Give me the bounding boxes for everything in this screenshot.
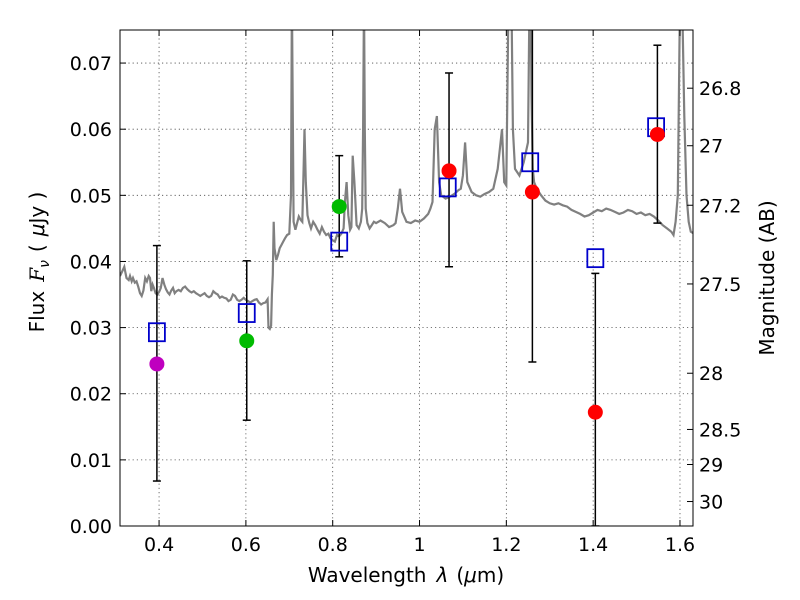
x-tick-label: 0.8 bbox=[318, 534, 348, 556]
y2-tick-label: 30 bbox=[699, 492, 723, 514]
model-photometry-layer bbox=[147, 117, 666, 343]
y-tick-label: 0.07 bbox=[70, 53, 112, 75]
y2-tick-label: 28 bbox=[699, 363, 723, 385]
error-bars-layer bbox=[152, 30, 662, 526]
observed-photometry-point bbox=[587, 404, 603, 420]
y-tick-label: 0.03 bbox=[70, 318, 112, 340]
observed-photometry-point bbox=[441, 163, 457, 179]
model-photometry-point bbox=[521, 152, 540, 173]
plot-frame bbox=[119, 29, 694, 527]
y2-tick-label: 29 bbox=[699, 454, 723, 476]
observed-photometry-point bbox=[149, 356, 165, 372]
y2-tick-label: 27 bbox=[699, 136, 723, 158]
observed-photometry-point bbox=[239, 333, 255, 349]
observed-photometry-point bbox=[331, 199, 347, 215]
y-tick-label: 0.01 bbox=[70, 450, 112, 472]
y-tick-label: 0.00 bbox=[70, 516, 112, 538]
observed-photometry-point bbox=[649, 126, 665, 142]
axis-ticks bbox=[120, 30, 693, 527]
x-tick-label: 1.2 bbox=[491, 534, 521, 556]
sed-spectrum-layer bbox=[120, 30, 693, 331]
x-tick-label: 0.4 bbox=[144, 534, 174, 556]
y-axis-title: FluxFν(μJy ) bbox=[25, 192, 53, 333]
model-photometry-point bbox=[330, 231, 349, 252]
x-tick-label: 1 bbox=[413, 534, 425, 556]
x-tick-label: 0.6 bbox=[231, 534, 261, 556]
y-tick-label: 0.04 bbox=[70, 251, 112, 273]
y2-tick-label: 27.5 bbox=[699, 274, 741, 296]
model-photometry-point bbox=[438, 177, 457, 198]
y2-tick-label: 27.2 bbox=[699, 195, 741, 217]
y-tick-label: 0.05 bbox=[70, 185, 112, 207]
y-tick-label: 0.06 bbox=[70, 119, 112, 141]
model-photometry-point bbox=[147, 322, 166, 343]
y-tick-label: 0.02 bbox=[70, 384, 112, 406]
grid-lines bbox=[120, 30, 693, 527]
y2-axis-title: Magnitude (AB) bbox=[755, 200, 779, 355]
model-photometry-point bbox=[586, 248, 605, 269]
model-photometry-point bbox=[237, 303, 256, 323]
x-axis-title: Wavelength λ (μm) bbox=[308, 563, 504, 587]
y2-tick-label: 26.8 bbox=[699, 78, 741, 100]
sed-spectrum-line bbox=[120, 30, 693, 331]
y2-tick-label: 28.5 bbox=[699, 419, 741, 441]
x-tick-label: 1.4 bbox=[578, 534, 608, 556]
observed-photometry-point bbox=[524, 184, 540, 200]
observed-photometry-layer bbox=[149, 126, 665, 420]
x-tick-label: 1.6 bbox=[665, 534, 695, 556]
